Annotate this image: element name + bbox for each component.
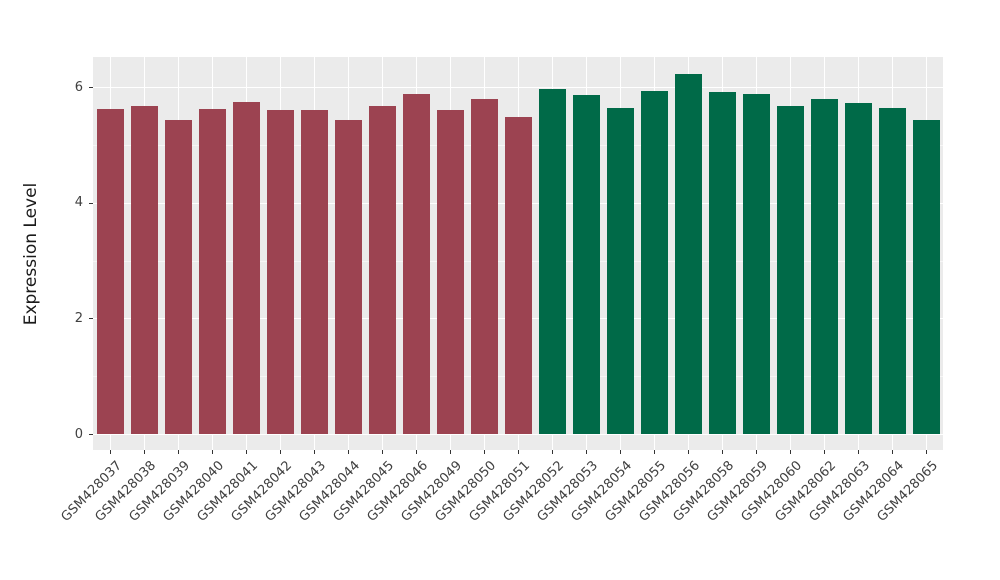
y-axis-title: Expression Level: [21, 182, 41, 325]
bar-GSM428037: [96, 109, 124, 434]
bar-GSM428038: [130, 105, 158, 434]
bar-GSM428040: [198, 109, 226, 434]
x-tick-mark: [824, 450, 825, 454]
bar-GSM428056: [674, 74, 702, 434]
x-tick-mark: [314, 450, 315, 454]
y-tick-mark: [89, 318, 93, 320]
bar-GSM428049: [436, 109, 464, 434]
x-tick-mark: [858, 450, 859, 454]
y-tick-label: 2: [74, 310, 83, 326]
x-tick-mark: [450, 450, 451, 454]
bar-GSM428052: [538, 88, 566, 434]
x-tick-mark: [144, 450, 145, 454]
x-tick-mark: [688, 450, 689, 454]
x-tick-mark: [110, 450, 111, 454]
x-tick-mark: [926, 450, 927, 454]
y-tick-mark: [89, 87, 93, 89]
y-tick-label: 4: [74, 195, 83, 211]
y-tick-mark: [89, 202, 93, 204]
bar-GSM428063: [844, 103, 872, 434]
bar-GSM428041: [232, 102, 260, 434]
bar-GSM428043: [300, 110, 328, 434]
bar-GSM428044: [334, 120, 362, 434]
x-tick-mark: [552, 450, 553, 454]
x-tick-mark: [178, 450, 179, 454]
bar-GSM428039: [164, 120, 192, 434]
x-tick-mark: [416, 450, 417, 454]
x-tick-mark: [892, 450, 893, 454]
y-tick-label: 0: [74, 426, 83, 442]
x-tick-mark: [212, 450, 213, 454]
x-tick-mark: [382, 450, 383, 454]
bar-GSM428055: [640, 91, 668, 434]
x-tick-mark: [348, 450, 349, 454]
bar-GSM428062: [810, 99, 838, 434]
x-tick-mark: [280, 450, 281, 454]
bar-GSM428046: [402, 94, 430, 434]
bar-GSM428059: [742, 94, 770, 434]
x-tick-mark: [518, 450, 519, 454]
plot-panel: [93, 57, 943, 450]
bar-GSM428065: [912, 120, 940, 434]
bar-GSM428045: [368, 106, 396, 434]
x-tick-mark: [246, 450, 247, 454]
bar-GSM428064: [878, 108, 906, 434]
y-tick-label: 6: [74, 79, 83, 95]
x-tick-mark: [654, 450, 655, 454]
bar-GSM428054: [606, 108, 634, 434]
x-tick-mark: [484, 450, 485, 454]
x-tick-mark: [620, 450, 621, 454]
bar-GSM428053: [572, 94, 600, 434]
x-tick-mark: [586, 450, 587, 454]
x-tick-mark: [722, 450, 723, 454]
bar-GSM428051: [504, 116, 532, 434]
bar-GSM428058: [708, 92, 736, 434]
bar-GSM428050: [470, 98, 498, 434]
bar-GSM428060: [776, 105, 804, 434]
y-tick-mark: [89, 434, 93, 435]
x-tick-mark: [756, 450, 757, 454]
bar-GSM428042: [266, 110, 294, 434]
x-tick-mark: [790, 450, 791, 454]
